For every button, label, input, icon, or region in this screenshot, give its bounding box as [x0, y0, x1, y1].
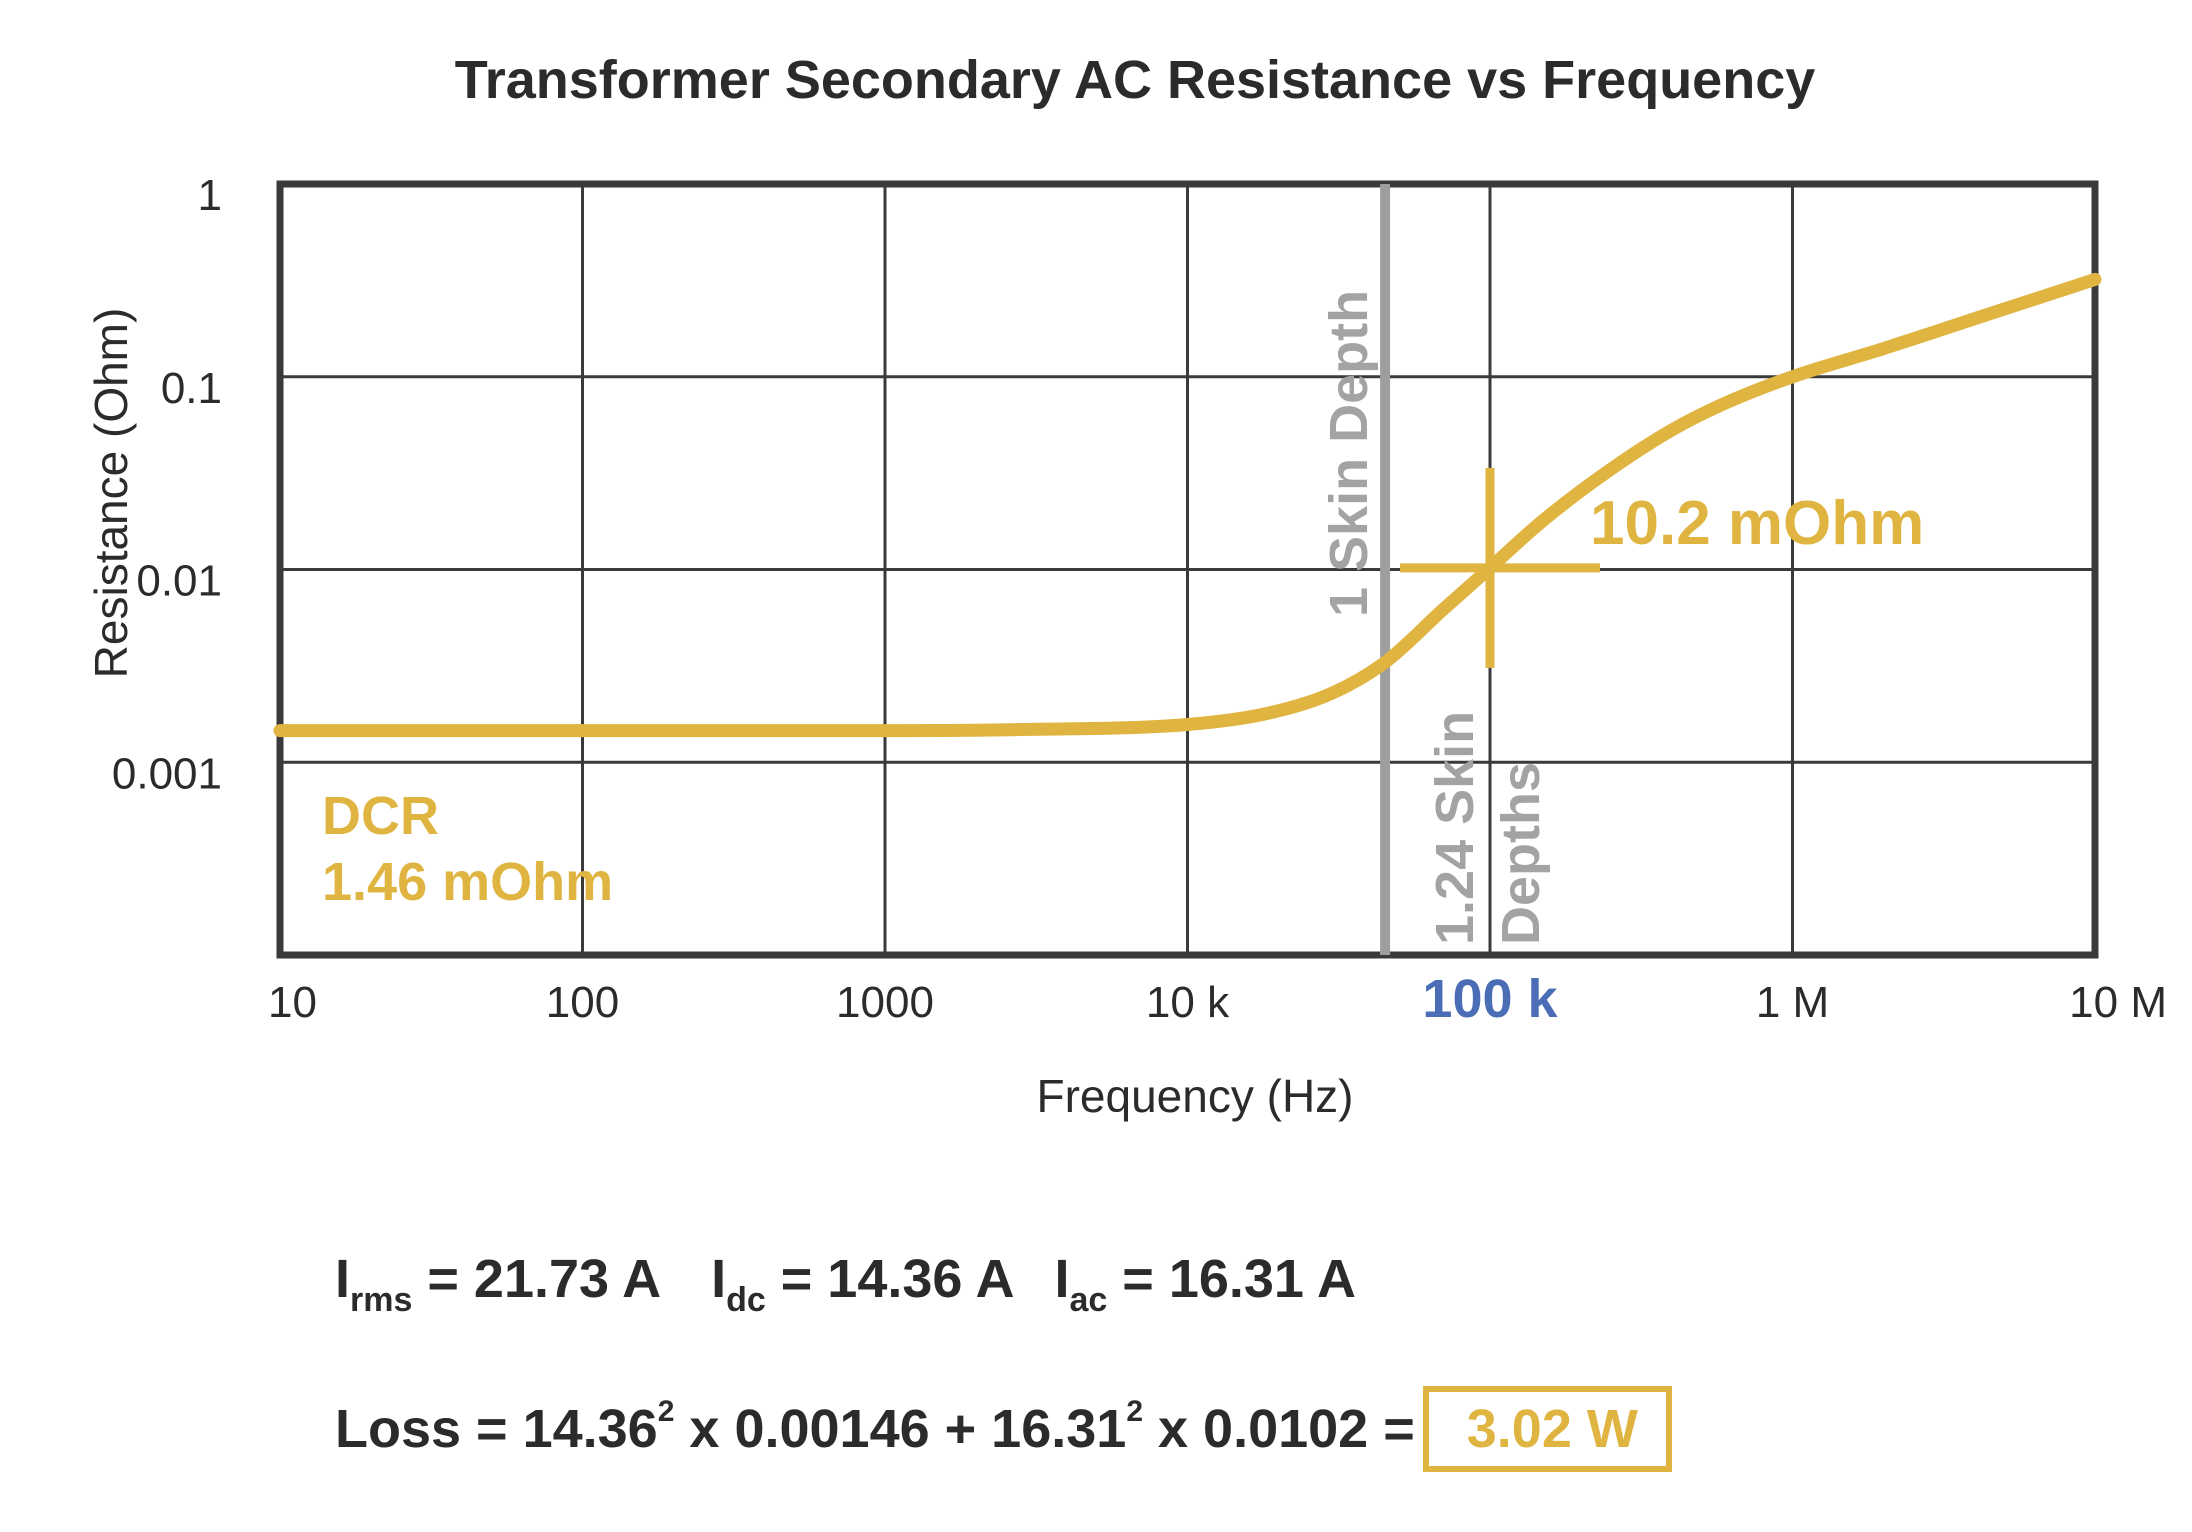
- y-axis-label: Resistance (Ohm): [85, 308, 137, 679]
- y-tick-label: 0.1: [161, 364, 222, 413]
- x-tick-label: 1000: [836, 978, 934, 1027]
- x-tick-label: 10 k: [1146, 978, 1230, 1027]
- resistance-curve: [273, 272, 2102, 738]
- y-tick-label: 1: [198, 171, 222, 220]
- y-tick-label: 0.01: [136, 557, 222, 606]
- y-tick-label: 0.001: [112, 749, 222, 798]
- grid: [276, 180, 2099, 959]
- dcr-label-line1: DCR: [322, 786, 439, 846]
- current-equation: Irms = 21.73 A Idc = 14.36 A Iac = 16.31 A: [335, 1248, 1356, 1320]
- dcr-label-line2: 1.46 mOhm: [322, 852, 613, 912]
- loss-result: 3.02 W: [1422, 1386, 1672, 1472]
- i-rms: Irms = 21.73 A: [335, 1249, 662, 1319]
- skin-124-label-line2: Depths: [1491, 762, 1551, 945]
- x-tick-label-highlight: 100 k: [1422, 969, 1558, 1029]
- x-tick-label: 100: [546, 978, 619, 1027]
- skin-depth-label: 1 Skin Depth: [1319, 290, 1379, 617]
- loss-equation: Loss = 14.362 x 0.00146 + 16.312 x 0.010…: [335, 1386, 1672, 1472]
- tick-layer: 10 100 1000 10 k 100 k 1 M 10 M 1 0.1 0.01 0.001: [112, 171, 2167, 1029]
- x-tick-label: 1 M: [1756, 978, 1829, 1027]
- chart-title: Transformer Secondary AC Resistance vs F…: [455, 50, 1816, 110]
- plot-frame: [276, 180, 2099, 959]
- x-tick-label: 10 M: [2069, 978, 2167, 1027]
- i-dc: Idc = 14.36 A: [711, 1249, 1015, 1319]
- x-tick-label: 10: [268, 978, 317, 1027]
- skin-124-label-line1: 1.24 Skin: [1425, 711, 1485, 945]
- curve-layer: [273, 184, 2102, 955]
- x-axis-label: Frequency (Hz): [1037, 1070, 1354, 1122]
- i-ac: Iac = 16.31 A: [1054, 1249, 1356, 1319]
- marker-value-label: 10.2 mOhm: [1590, 489, 1924, 558]
